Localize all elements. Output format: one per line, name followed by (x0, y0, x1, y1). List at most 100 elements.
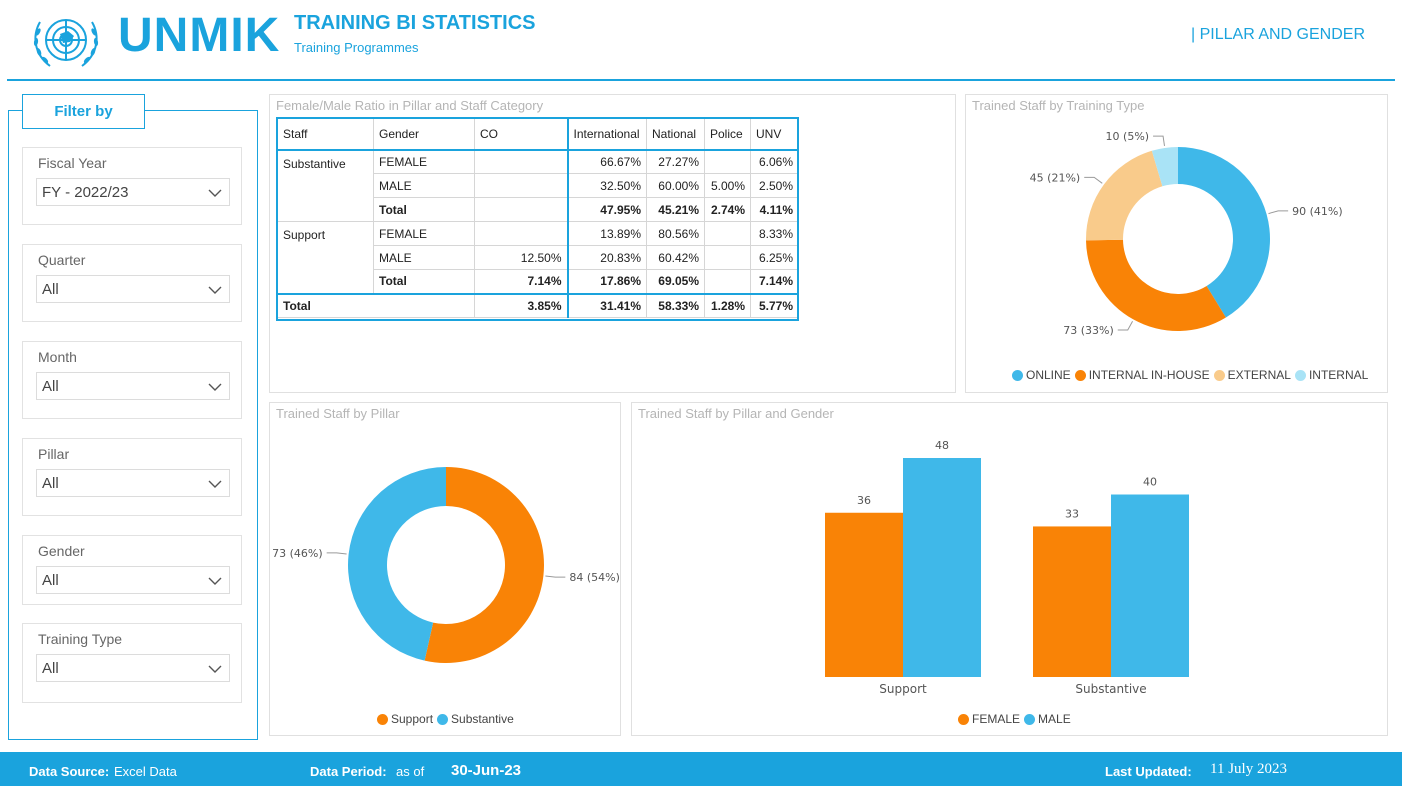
table-row: Substantive FEMALE 66.67% 27.27% 6.06% (277, 149, 799, 222)
legend-item-online[interactable]: ONLINE (1012, 368, 1071, 382)
table-row-subtotal: Total 7.14% 17.86% 69.05% 7.14% (278, 269, 799, 294)
legend-dot (958, 713, 969, 725)
cell-unv: 5.77% (750, 292, 799, 318)
page-name: | PILLAR AND GENDER (1191, 26, 1365, 43)
legend-item-female[interactable]: FEMALE (958, 712, 1020, 726)
bar-female-support[interactable] (825, 512, 903, 677)
data-label: 84 (54%) (569, 571, 620, 584)
cell-co (474, 197, 569, 222)
legend-label: INTERNAL (1308, 368, 1369, 382)
column-header[interactable]: National (646, 118, 705, 151)
bar-male-substantive[interactable] (1111, 494, 1189, 678)
pillar-dropdown[interactable]: All (36, 469, 230, 497)
data-label-leader (545, 575, 566, 578)
cell-international: 32.50% (567, 173, 647, 198)
cell-national: 58.33% (646, 292, 705, 318)
data-label: 45 (21%) (1030, 171, 1081, 184)
quarter-dropdown[interactable]: All (36, 275, 230, 303)
gender-dropdown[interactable]: All (36, 566, 230, 594)
un-emblem-logo (33, 19, 99, 67)
donut-slice-substantive[interactable] (348, 467, 446, 661)
training-type-legend: ONLINE INTERNAL IN-HOUSE EXTERNAL INTERN… (1012, 368, 1372, 382)
cell-national: 60.42% (646, 245, 705, 270)
donut-slice-internal[interactable] (1151, 147, 1178, 187)
cell-police (704, 149, 751, 174)
donut-slice-online[interactable] (1178, 147, 1270, 318)
cell-police: 1.28% (704, 292, 751, 318)
legend-dot (1074, 369, 1086, 381)
legend-label: INTERNAL IN-HOUSE (1088, 368, 1210, 382)
column-header[interactable]: International (567, 118, 647, 151)
donut-slice-internal-in-house[interactable] (1086, 239, 1226, 331)
cell-international: 20.83% (567, 245, 647, 270)
training-type-card: Trained Staff by Training Type 90 (41%) 7… (965, 94, 1388, 393)
chevron-down-icon (208, 577, 222, 585)
legend-item-substantive[interactable]: Substantive (437, 712, 514, 726)
data-label: 73 (46%) (272, 547, 323, 560)
donut-slice-external[interactable] (1086, 150, 1163, 241)
column-header[interactable]: UNV (750, 118, 799, 151)
slicer-value: All (42, 572, 59, 589)
card-title: Female/Male Ratio in Pillar and Staff Ca… (276, 98, 544, 113)
footer-bar: Data Source: Excel Data Data Period: as … (0, 752, 1402, 786)
fiscal-year-dropdown[interactable]: FY - 2022/23 (36, 178, 230, 206)
legend-item-external[interactable]: EXTERNAL (1213, 368, 1291, 382)
chevron-down-icon (208, 665, 222, 673)
cell-national: 69.05% (646, 269, 705, 294)
donut-slice-support[interactable] (424, 467, 544, 663)
column-header[interactable]: Staff (277, 118, 374, 151)
legend-dot (1294, 369, 1306, 381)
legend-dot (1024, 713, 1036, 725)
legend-dot (437, 713, 449, 725)
grand-total-label: Total (277, 292, 475, 318)
cell-unv: 8.33% (750, 221, 799, 246)
x-axis-tick-label: Support (879, 682, 927, 696)
chevron-down-icon (208, 383, 222, 391)
column-header[interactable]: CO (474, 118, 569, 151)
cell-international: 66.67% (567, 149, 647, 174)
legend-item-internal[interactable]: INTERNAL (1294, 368, 1369, 382)
cell-police (704, 269, 751, 294)
legend-item-male[interactable]: MALE (1024, 712, 1071, 726)
legend-item-support[interactable]: Support (377, 712, 433, 726)
cell-unv: 2.50% (750, 173, 799, 198)
last-updated-value: 11 July 2023 (1210, 761, 1287, 777)
cell-unv: 4.11% (750, 197, 799, 222)
column-header[interactable]: Police (704, 118, 751, 151)
cell-police (704, 221, 751, 246)
filter-panel-title: Filter by (22, 94, 145, 129)
bar-female-substantive[interactable] (1033, 526, 1111, 677)
ratio-matrix-table: Staff Gender CO International National P… (277, 118, 799, 318)
month-dropdown[interactable]: All (36, 372, 230, 400)
legend-dot (1012, 369, 1023, 381)
slicer-value: All (42, 281, 59, 298)
legend-item-internal-in-house[interactable]: INTERNAL IN-HOUSE (1074, 368, 1210, 382)
bar-male-support[interactable] (903, 458, 981, 677)
chevron-down-icon (208, 286, 222, 294)
table-row: Support FEMALE 13.89% 80.56% 8.33% (277, 221, 799, 294)
slicer-value: All (42, 660, 59, 677)
training-type-dropdown[interactable]: All (36, 654, 230, 682)
data-period-prefix: as of (396, 764, 425, 779)
matrix-header-row: Staff Gender CO International National P… (277, 118, 799, 151)
data-label: 73 (33%) (1063, 324, 1114, 337)
row-header-gender: FEMALE (373, 149, 475, 174)
data-label-leader (1084, 176, 1103, 184)
chevron-down-icon (208, 189, 222, 197)
cell-national: 45.21% (646, 197, 705, 222)
bar-data-label: 40 (1143, 476, 1157, 489)
fiscal-year-slicer: Fiscal Year FY - 2022/23 (22, 147, 242, 225)
cell-unv: 7.14% (750, 269, 799, 294)
data-label-leader (1117, 321, 1134, 331)
header-divider (7, 79, 1395, 81)
column-header[interactable]: Gender (373, 118, 475, 151)
data-source-label: Data Source: (29, 764, 110, 779)
row-header-gender: Total (373, 269, 475, 294)
cell-co (474, 149, 569, 174)
chevron-down-icon (208, 480, 222, 488)
slicer-value: All (42, 475, 59, 492)
slicer-value: FY - 2022/23 (42, 184, 129, 201)
data-label: 10 (5%) (1106, 130, 1150, 143)
last-updated-label: Last Updated: (1105, 764, 1192, 779)
legend-label: Substantive (451, 712, 514, 726)
